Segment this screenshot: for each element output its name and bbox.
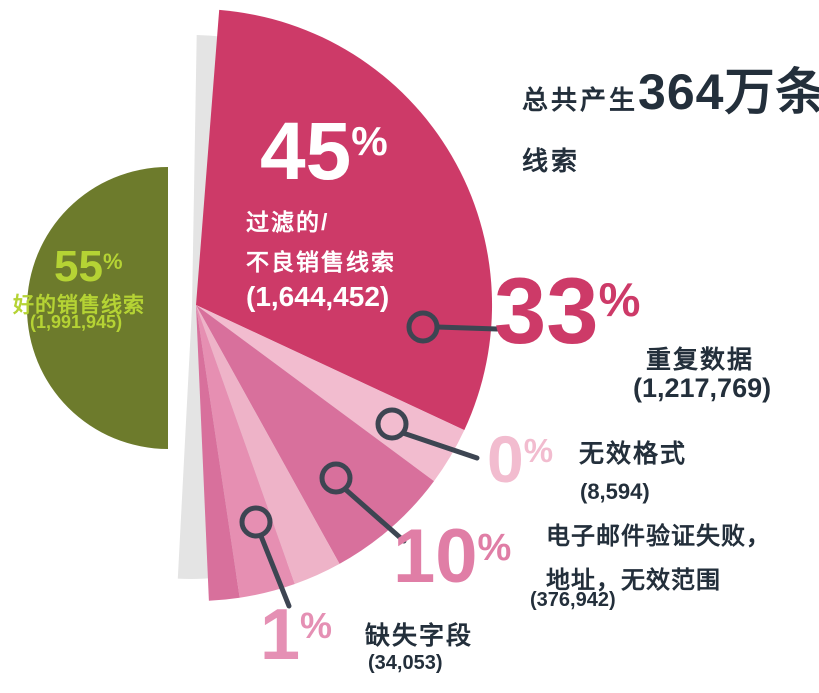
bad-leads-count: (1,644,452) <box>246 281 390 312</box>
missing-fields-percent-sign: % <box>300 605 333 647</box>
missing-fields-count: (34,053) <box>368 652 443 674</box>
callout-dot-missing-fields <box>239 505 273 539</box>
duplicate-percent: 33% <box>494 258 641 363</box>
bad-leads-percent: 45% <box>260 106 388 197</box>
callout-line-duplicate <box>434 324 500 332</box>
missing-fields-label: 缺失字段 <box>365 622 474 650</box>
missing-fields-percent: 1% <box>260 595 333 675</box>
title-total-count: 364万条 <box>638 64 819 120</box>
email-failed-percent-sign: % <box>477 526 512 569</box>
invalid-format-percent: 0% <box>487 422 554 496</box>
duplicate-percent-number: 33 <box>494 258 599 363</box>
slice-email-failed <box>196 305 434 564</box>
duplicate-percent-sign: % <box>598 272 641 326</box>
email-failed-label-line1: 电子邮件验证失败， <box>546 523 771 550</box>
invalid-format-percent-number: 0 <box>487 422 524 496</box>
invalid-format-count: (8,594) <box>580 479 650 504</box>
invalid-format-percent-sign: % <box>523 431 554 469</box>
bad-leads-percent-number: 45 <box>260 106 352 197</box>
bad-leads-label-line2: 不良销售线索 <box>246 249 396 275</box>
good-leads-label: 好的销售线索 <box>13 294 145 317</box>
email-failed-label-line2: 地址，无效范围 <box>546 567 721 594</box>
callout-dot-invalid-format <box>375 407 409 441</box>
slice-edge-strip <box>196 305 240 601</box>
duplicate-label: 重复数据 <box>646 346 755 374</box>
callout-line-missing-fields <box>258 533 292 609</box>
good-leads-percent: 55% <box>54 242 123 291</box>
missing-fields-percent-number: 1 <box>260 595 301 675</box>
good-leads-percent-number: 55 <box>54 242 103 291</box>
bad-leads-percent-sign: % <box>351 117 388 164</box>
bad-leads-label-line1: 过滤的/ <box>246 209 330 235</box>
callout-dot-duplicate <box>406 310 440 344</box>
callout-dot-email-failed <box>319 461 353 495</box>
slice-good-leads <box>27 167 168 449</box>
title-line2: 线索 <box>522 146 581 176</box>
slice-duplicate-data <box>196 9 493 431</box>
page-title: 总共产生 364万条 线索 <box>522 52 819 178</box>
good-leads-count: (1,991,945) <box>30 312 123 332</box>
good-leads-percent-sign: % <box>102 248 123 274</box>
email-failed-percent-number: 10 <box>393 514 478 599</box>
slice-separator-pale <box>196 305 340 584</box>
email-failed-count: (376,942) <box>530 589 616 611</box>
title-prefix: 总共产生 <box>522 85 639 115</box>
invalid-format-label: 无效格式 <box>579 440 688 468</box>
callout-line-email-failed <box>342 486 407 544</box>
email-failed-percent: 10% <box>393 514 512 599</box>
duplicate-count: (1,217,769) <box>633 373 772 403</box>
callout-line-invalid-format <box>400 430 480 461</box>
